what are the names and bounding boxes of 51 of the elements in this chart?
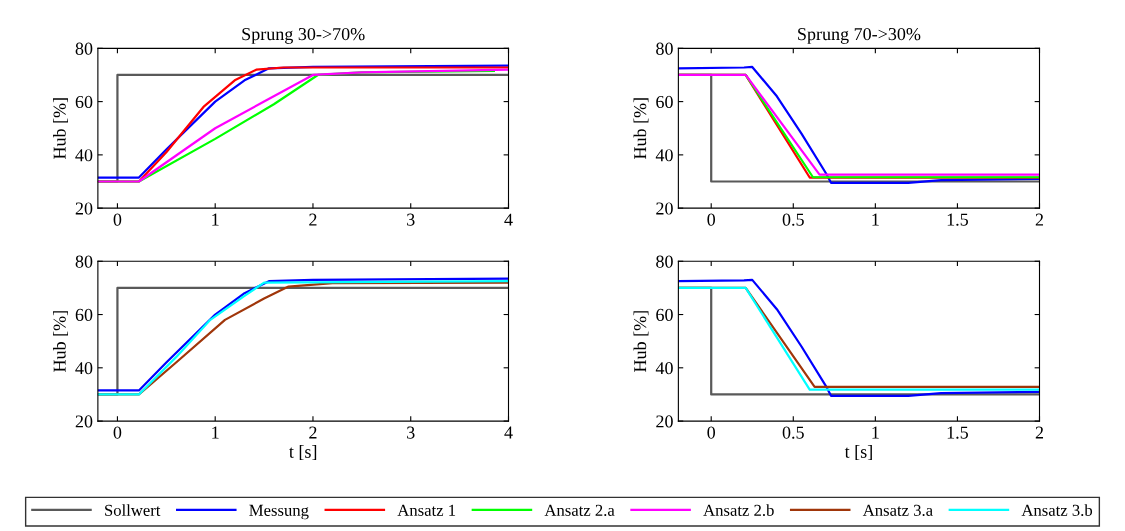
chart-title: Sprung 30->70% — [242, 27, 365, 44]
x-tick-label: 0 — [113, 213, 122, 226]
y-tick-label: 20 — [75, 415, 93, 428]
x-tick-label: 1 — [872, 213, 879, 226]
x-tick-label: 0 — [113, 426, 122, 439]
x-tick-label: 1 — [872, 426, 879, 439]
x-tick-label: 0.5 — [782, 213, 804, 226]
x-tick-label: 1 — [212, 426, 219, 439]
x-tick-label: 0 — [707, 213, 716, 226]
x-tick-label: 2 — [1035, 426, 1044, 439]
y-tick-label: 40 — [655, 149, 673, 162]
x-tick-label: 4 — [504, 426, 513, 439]
y-tick-label: 80 — [75, 255, 93, 268]
x-tick-label: 4 — [504, 213, 513, 226]
y-tick-label: 20 — [656, 415, 673, 428]
legend-label: Ansatz 1 — [397, 504, 456, 516]
y-tick-label: 80 — [656, 255, 673, 268]
y-tick-label: 60 — [75, 95, 93, 109]
y-axis-title: Hub [%] — [633, 311, 649, 372]
x-tick-label: 0 — [707, 426, 716, 439]
y-tick-label: 20 — [75, 202, 93, 215]
y-axis-title: Hub [%] — [53, 98, 68, 160]
x-axis-title: t [s] — [289, 445, 317, 461]
x-tick-label: 2 — [1035, 213, 1044, 226]
legend-label: Messung — [249, 504, 309, 520]
y-tick-label: 40 — [655, 362, 673, 375]
y-axis-title: Hub [%] — [633, 98, 649, 160]
chart-title: Sprung 70->30% — [798, 27, 921, 44]
x-tick-label: 1 — [212, 213, 219, 226]
legend-label: Sollwert — [105, 504, 161, 516]
x-tick-label: 2 — [309, 426, 317, 439]
y-tick-label: 60 — [656, 95, 673, 109]
x-tick-label: 3 — [407, 426, 415, 439]
x-tick-label: 3 — [407, 213, 415, 226]
x-tick-label: 1.5 — [947, 213, 969, 226]
y-tick-label: 20 — [656, 202, 673, 215]
legend-label: Ansatz 3.b — [1021, 504, 1093, 516]
y-tick-label: 40 — [75, 362, 93, 375]
x-axis-title: t [s] — [844, 445, 872, 461]
y-tick-label: 60 — [656, 308, 673, 321]
y-tick-label: 80 — [656, 42, 673, 55]
x-tick-label: 1.5 — [947, 426, 969, 439]
y-tick-label: 60 — [75, 308, 93, 321]
x-tick-label: 2 — [309, 213, 317, 226]
y-tick-label: 40 — [75, 149, 93, 162]
y-axis-title: Hub [%] — [53, 311, 68, 372]
legend-label: Ansatz 3.a — [862, 504, 933, 516]
x-tick-label: 0.5 — [782, 426, 804, 439]
legend-label: Ansatz 2.a — [544, 504, 615, 516]
legend-label: Ansatz 2.b — [703, 504, 774, 516]
y-tick-label: 80 — [75, 42, 93, 55]
